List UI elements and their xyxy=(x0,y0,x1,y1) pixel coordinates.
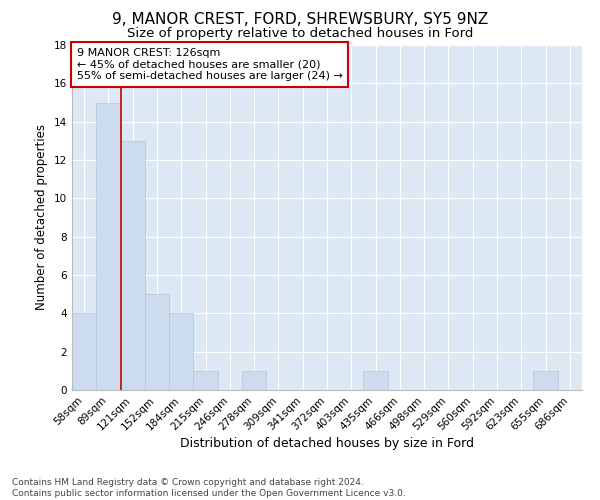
Bar xyxy=(121,141,145,390)
Text: 9, MANOR CREST, FORD, SHREWSBURY, SY5 9NZ: 9, MANOR CREST, FORD, SHREWSBURY, SY5 9N… xyxy=(112,12,488,28)
Bar xyxy=(145,294,169,390)
Bar xyxy=(364,371,388,390)
Bar xyxy=(242,371,266,390)
Bar xyxy=(169,314,193,390)
Y-axis label: Number of detached properties: Number of detached properties xyxy=(35,124,49,310)
Text: Contains HM Land Registry data © Crown copyright and database right 2024.
Contai: Contains HM Land Registry data © Crown c… xyxy=(12,478,406,498)
X-axis label: Distribution of detached houses by size in Ford: Distribution of detached houses by size … xyxy=(180,438,474,450)
Bar xyxy=(193,371,218,390)
Bar xyxy=(533,371,558,390)
Bar xyxy=(96,102,121,390)
Text: Size of property relative to detached houses in Ford: Size of property relative to detached ho… xyxy=(127,28,473,40)
Bar xyxy=(72,314,96,390)
Text: 9 MANOR CREST: 126sqm
← 45% of detached houses are smaller (20)
55% of semi-deta: 9 MANOR CREST: 126sqm ← 45% of detached … xyxy=(77,48,343,81)
